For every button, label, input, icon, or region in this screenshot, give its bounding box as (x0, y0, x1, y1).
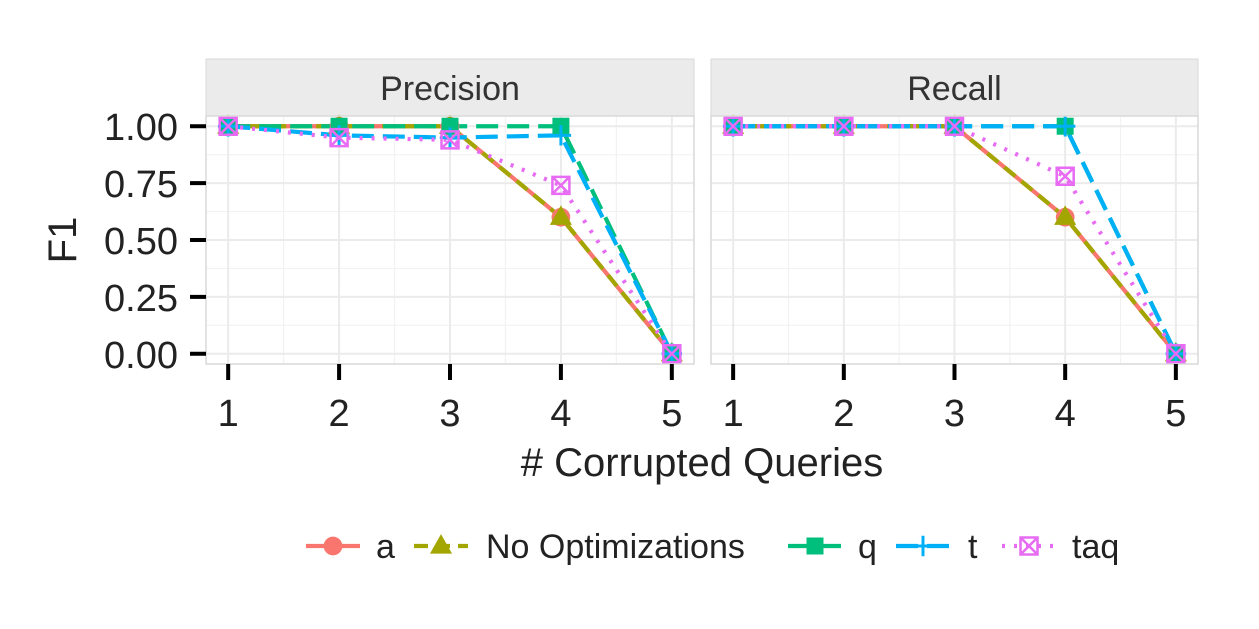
legend-item-taq: taq (1002, 528, 1119, 566)
y-tick-label: 0.75 (104, 164, 178, 206)
data-point-taq (218, 116, 238, 136)
y-tick-label: 0.00 (104, 335, 178, 377)
chart-panels: Precision Recall (205, 58, 1199, 365)
panel-strip-label: Recall (907, 70, 1001, 108)
data-point-taq (662, 344, 682, 364)
legend-item-a: a (306, 528, 395, 566)
data-point-taq (1055, 166, 1075, 187)
data-point-taq (551, 175, 571, 196)
x-tick-label: 2 (833, 393, 854, 435)
data-point-taq (1166, 344, 1186, 364)
legend-label: No Optimizations (486, 528, 745, 566)
x-tick-label: 5 (661, 393, 682, 435)
y-tick-label: 0.50 (104, 221, 178, 263)
panel-precision: Precision (205, 58, 695, 365)
legend-label: taq (1072, 528, 1119, 566)
legend-label: q (858, 528, 877, 566)
x-tick-label: 3 (439, 393, 460, 435)
x-tick-label: 4 (1055, 393, 1076, 435)
data-point-no-optimizations (549, 205, 572, 225)
panel-strip-label: Precision (380, 70, 520, 108)
panel-strip (710, 58, 1199, 117)
x-tick-label: 2 (329, 393, 350, 435)
x-tick-label: 5 (1165, 393, 1186, 435)
legend-item-t: t (896, 528, 978, 566)
legend-label: t (968, 528, 978, 566)
series-line-taq (733, 124, 1178, 355)
legend-key-marker (429, 534, 453, 554)
legend-key-marker (323, 536, 343, 556)
x-tick-label: 4 (550, 393, 571, 435)
y-axis-title: F1 (41, 217, 85, 264)
data-point-t (1054, 116, 1076, 137)
legend-key-marker (1019, 536, 1039, 556)
data-point-taq (944, 116, 965, 136)
data-point-taq (834, 116, 854, 136)
data-point-no-optimizations (1054, 205, 1077, 225)
legend-item-q: q (788, 528, 877, 566)
data-point-t (550, 125, 572, 146)
y-tick-label: 0.25 (104, 278, 178, 320)
y-axis: 0.00 0.25 0.50 0.75 1.00 (104, 107, 206, 377)
x-axis-title: # Corrupted Queries (521, 441, 883, 485)
data-point-taq (723, 116, 743, 136)
series-line-taq (227, 124, 674, 355)
x-tick-label: 1 (218, 393, 239, 435)
legend-key-marker (806, 537, 824, 555)
y-tick-label: 1.00 (104, 107, 178, 149)
x-tick-label: 3 (944, 393, 965, 435)
panel-recall: Recall (710, 58, 1199, 365)
legend-item-no-optimizations: No Optimizations (414, 528, 745, 566)
data-point-taq (440, 130, 460, 150)
panel-strip (205, 58, 695, 117)
legend-label: a (376, 528, 395, 566)
data-point-taq (329, 127, 349, 148)
legend-key-marker (912, 535, 934, 557)
x-tick-label: 1 (723, 393, 744, 435)
legend: a No Optimizations q t taq (306, 528, 1119, 566)
